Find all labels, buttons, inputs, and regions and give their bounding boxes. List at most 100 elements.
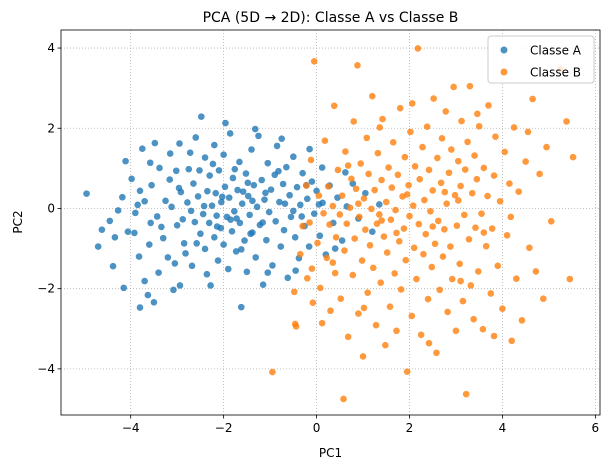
point-classe-b (461, 166, 469, 173)
point-classe-b (408, 312, 416, 320)
point-classe-b (344, 333, 352, 341)
point-classe-a (231, 207, 238, 215)
point-classe-a (237, 246, 245, 253)
point-classe-b (343, 220, 351, 228)
point-classe-b (269, 368, 276, 376)
point-classe-a (145, 241, 153, 248)
point-classe-b (314, 239, 321, 247)
point-classe-b (366, 242, 374, 249)
point-classe-b (402, 256, 410, 264)
point-classe-a (151, 139, 159, 147)
point-classe-b (365, 170, 372, 178)
point-classe-b (492, 133, 499, 140)
point-classe-b (503, 232, 511, 239)
point-classe-b (480, 229, 488, 236)
point-classe-a (262, 189, 269, 197)
point-classe-a (305, 243, 313, 250)
point-classe-a (109, 262, 117, 270)
legend: Classe A Classe B (487, 35, 595, 84)
point-classe-a (244, 179, 252, 187)
point-classe-b (357, 160, 365, 167)
point-classe-b (441, 188, 449, 196)
point-classe-b (566, 275, 574, 283)
point-classe-b (315, 192, 323, 199)
x-tick-label: 4 (499, 421, 507, 435)
point-classe-a (124, 228, 132, 236)
point-classe-a (204, 187, 211, 195)
point-classe-b (490, 172, 498, 179)
point-classe-b (536, 170, 543, 178)
point-classe-b (356, 213, 363, 221)
point-classe-a (214, 257, 222, 264)
point-classe-a (83, 190, 90, 197)
point-classe-b (368, 205, 375, 213)
point-classe-a (227, 216, 234, 223)
point-classe-b (371, 186, 378, 194)
scatter-points (83, 45, 577, 403)
point-classe-b (386, 303, 394, 311)
point-classe-b (364, 289, 371, 296)
point-classe-b (320, 209, 327, 217)
point-classe-b (303, 274, 311, 282)
x-axis-label: PC1 (319, 446, 342, 460)
point-classe-b (474, 110, 481, 118)
point-classe-b (385, 164, 392, 171)
x-tick-label: 6 (592, 421, 600, 435)
x-tick-label: −4 (122, 421, 140, 435)
point-classe-b (501, 148, 509, 156)
point-classe-b (403, 368, 411, 375)
point-classe-b (307, 156, 315, 164)
point-classe-b (433, 349, 440, 357)
y-axis-label: PC2 (11, 210, 25, 233)
point-classe-a (238, 200, 246, 207)
point-classe-b (375, 211, 383, 218)
point-classe-b (387, 216, 395, 223)
point-classe-a (275, 167, 282, 175)
point-classe-b (474, 268, 482, 275)
point-classe-b (321, 137, 329, 144)
point-classe-b (369, 264, 377, 272)
point-classe-b (391, 270, 398, 277)
point-classe-a (201, 245, 209, 253)
legend-label-classe-b: Classe B (530, 66, 581, 80)
point-classe-b (482, 242, 490, 250)
point-classe-b (438, 134, 446, 142)
point-classe-a (252, 254, 259, 261)
point-classe-a (226, 130, 234, 137)
y-tick-label: 0 (47, 201, 55, 215)
point-classe-b (397, 286, 405, 293)
point-classe-a (362, 189, 369, 197)
point-classe-a (281, 200, 289, 207)
point-classe-b (355, 200, 362, 207)
point-classe-b (522, 158, 529, 165)
point-classe-b (441, 226, 448, 233)
point-classe-a (308, 178, 316, 185)
point-classe-b (310, 57, 318, 65)
point-classe-b (388, 184, 396, 191)
point-classe-b (471, 152, 478, 159)
point-classe-a (291, 234, 299, 241)
point-classe-b (324, 183, 332, 190)
point-classe-b (425, 339, 433, 347)
point-classe-a (231, 165, 239, 173)
point-classe-b (406, 212, 413, 220)
point-classe-a (119, 193, 126, 201)
point-classe-a (182, 250, 189, 257)
point-classe-a (298, 213, 305, 220)
point-classe-b (346, 204, 354, 211)
point-classe-b (480, 164, 488, 172)
point-classe-b (454, 197, 462, 204)
point-classe-b (334, 166, 342, 174)
point-classe-a (272, 217, 279, 225)
point-classe-b (389, 138, 397, 146)
point-classe-a (166, 176, 174, 183)
point-classe-a (144, 291, 152, 299)
point-classe-a (159, 234, 167, 242)
point-classe-b (478, 210, 485, 217)
point-classe-b (329, 202, 337, 210)
point-classe-a (114, 207, 122, 214)
point-classe-a (141, 197, 148, 205)
point-classe-b (337, 295, 345, 302)
point-classe-b (443, 200, 450, 207)
point-classe-a (205, 219, 213, 227)
